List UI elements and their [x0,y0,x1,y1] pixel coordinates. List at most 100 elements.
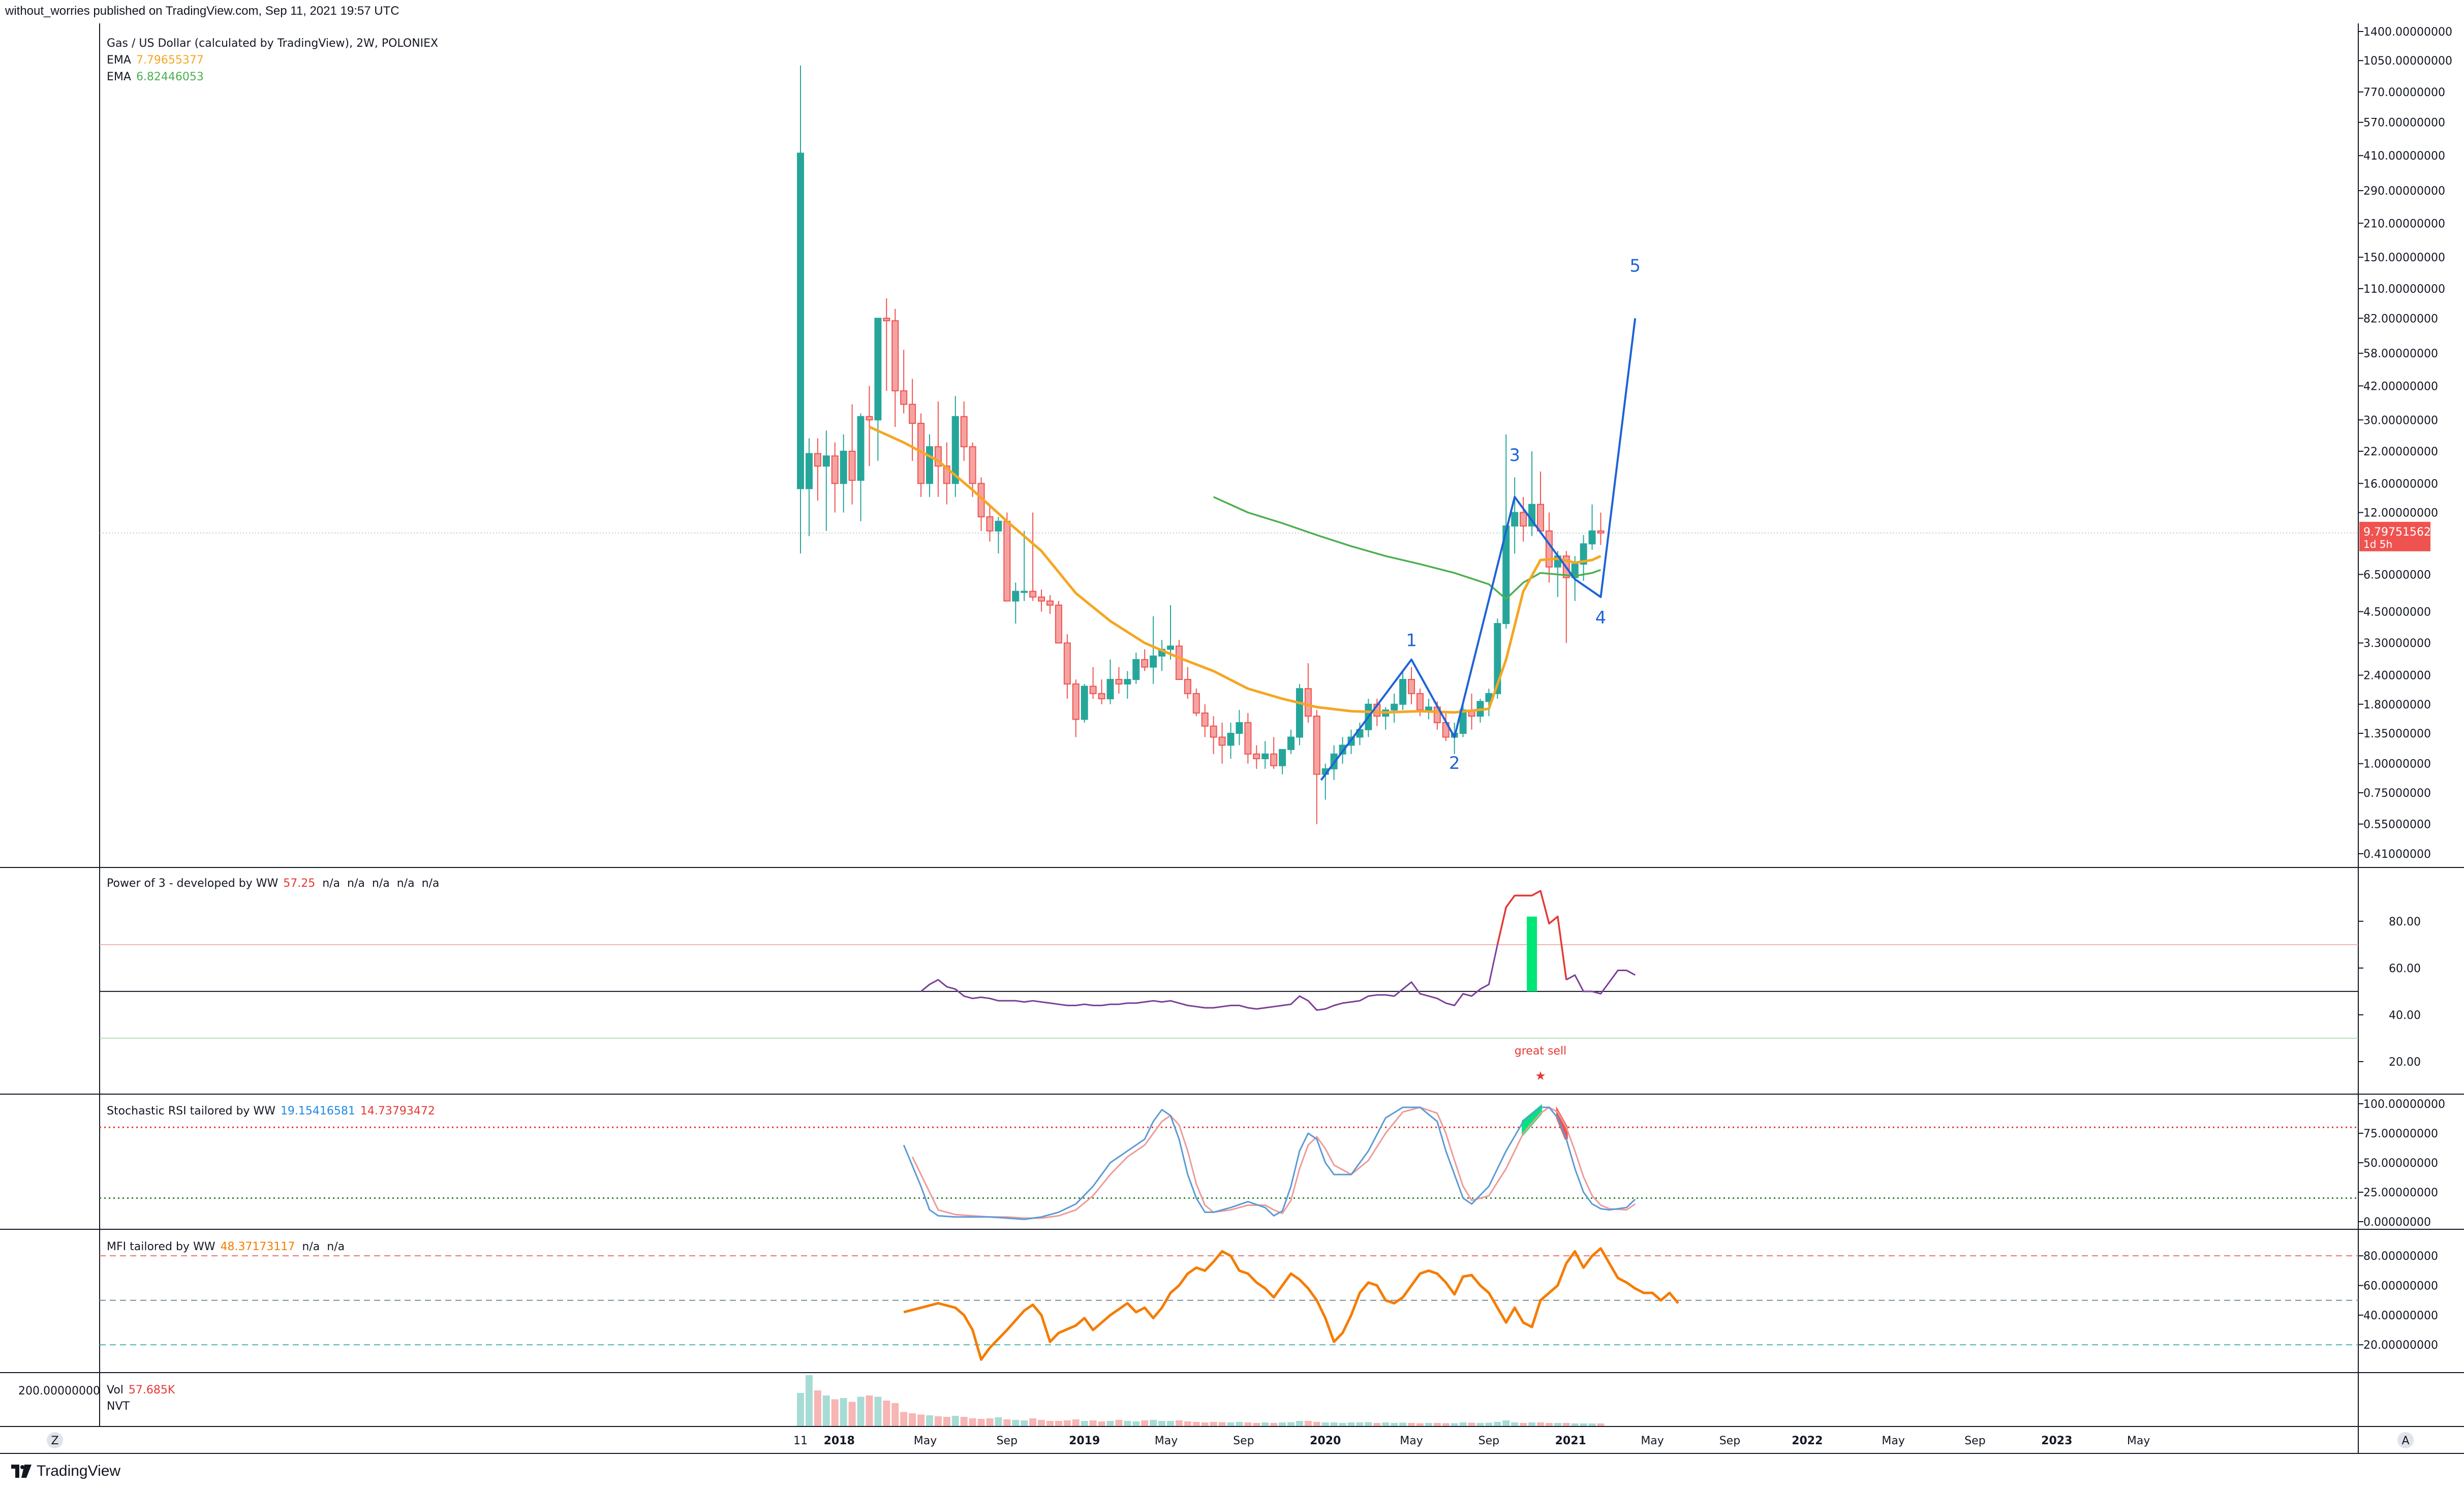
candle-up [951,396,959,497]
brand[interactable]: TradingView [11,1463,120,1480]
last-price-countdown: 1d 5h [2363,538,2392,550]
candle-body [1545,530,1553,568]
price-tick-label: 410.00000000 [2363,150,2445,163]
mfi-legend-na: n/a [327,1240,345,1253]
candle-body [1296,688,1303,738]
mfi-legend-na: n/a [302,1240,320,1253]
time-axis-label: Sep [1719,1435,1740,1447]
volume-bar [857,1396,865,1426]
auto-scale-button[interactable]: A [2397,1432,2414,1448]
candle-down [1003,512,1011,602]
volume-bar [1339,1423,1346,1426]
ema-legend-value: 6.82446053 [136,71,204,83]
candle-up [1296,684,1303,746]
power-line-hot [1496,890,1567,980]
zoom-reset-button[interactable]: Z [47,1432,63,1448]
power-legend-title: Power of 3 - developed by WW [107,877,278,890]
volume-bar [1425,1423,1432,1426]
candle-up [995,516,1002,554]
volume-bar [891,1403,899,1426]
price-tick-label: 82.00000000 [2363,313,2438,325]
volume-bar [1580,1423,1587,1426]
candle-body [1192,693,1200,714]
time-axis-label: 2019 [1069,1435,1100,1447]
volume-bar [909,1413,916,1426]
volume-bar [1356,1422,1364,1426]
wave-label: 4 [1595,608,1607,628]
candle-body [857,416,865,481]
volume-bar [1571,1423,1579,1426]
price-tick-label: 1.00000000 [2363,758,2431,771]
great-sell-star-icon: ★ [1535,1069,1546,1083]
candle-down [891,308,899,427]
candle-body [1270,753,1278,766]
volume-bar [1253,1423,1260,1426]
power-legend-na: n/a [397,877,415,890]
volume-bar [977,1419,985,1426]
candle-body [900,390,908,405]
candle-body [1511,512,1519,527]
stoch-tick-label: 0.00000000 [2363,1216,2431,1229]
candle-body [1459,709,1467,734]
candle-down [1089,667,1097,699]
candle-body [1313,716,1320,775]
wave-label: 3 [1509,445,1520,465]
price-pane: 1400.000000001050.00000000770.0000000057… [100,26,2452,861]
publish-line: without_worries published on TradingView… [5,4,399,18]
candle-body [1304,688,1312,717]
candle-up [1236,710,1243,746]
stoch-tick-label: 100.00000000 [2363,1098,2445,1111]
candle-body [822,455,830,467]
zoom-reset-button-bg [47,1432,63,1448]
volume-bar [995,1417,1002,1426]
volume-bar [1261,1422,1269,1426]
candle-up [1580,535,1587,581]
candle-body [1150,655,1157,668]
price-tick-label: 6.50000000 [2363,569,2431,581]
volume-bar [1029,1418,1037,1426]
candle-body [960,416,968,448]
price-tick-label: 1.80000000 [2363,699,2431,711]
mfi-legend-title: MFI tailored by WW [107,1240,215,1253]
price-tick-label: 12.00000000 [2363,507,2438,520]
volume-legend-title: Vol [107,1384,124,1396]
stoch-tick-label: 50.00000000 [2363,1157,2438,1170]
volume-bar [1021,1420,1028,1426]
candle-body [926,446,933,484]
price-tick-label: 110.00000000 [2363,283,2445,296]
volume-bar [1554,1423,1561,1426]
volume-bar [1433,1423,1441,1426]
candle-up [1012,582,1020,624]
volume-bar [1063,1420,1071,1426]
volume-bar [1046,1421,1054,1426]
time-axis-label: Sep [1233,1435,1254,1447]
time-axis: 11 2018 May Sep 2019 May Sep 2020 May Sep 2021 May S… [47,1432,2414,1448]
candle-down [1201,704,1209,737]
candle-down [1184,667,1191,699]
power-tick-label: 80.00 [2389,916,2421,928]
time-axis-label: 2021 [1555,1435,1586,1447]
volume-bar [1132,1421,1140,1426]
candle-down [917,413,925,497]
candle-down [1055,601,1062,644]
zoom-reset-label: Z [51,1435,58,1447]
candle-down [831,442,839,513]
candle-up [1511,477,1519,554]
power-legend-na: n/a [347,877,365,890]
price-tick-label: 0.55000000 [2363,819,2431,831]
stoch-legend-title: Stochastic RSI tailored by WW [107,1105,275,1118]
volume-bar [943,1417,950,1426]
stoch-k-line [903,1106,1636,1220]
last-price-tag-bg [2359,521,2430,551]
price-tick-label: 1.35000000 [2363,728,2431,740]
candle-down [1029,512,1037,601]
volume-bar [1321,1422,1329,1426]
volume-bar [1141,1420,1149,1426]
volume-bar [969,1418,976,1426]
candle-body [1072,683,1080,720]
candle-down [1270,737,1278,769]
volume-bar [1227,1422,1235,1426]
candle-up [1382,707,1390,730]
price-title: Gas / US Dollar (calculated by TradingVi… [107,37,438,50]
candle-up [1459,704,1467,737]
